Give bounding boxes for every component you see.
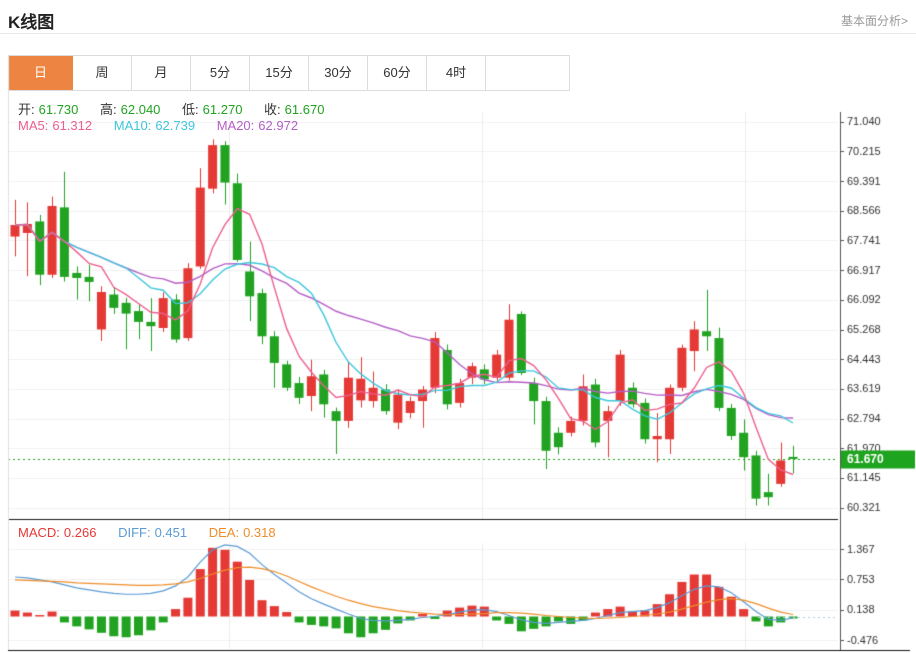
close-value: 61.670 [284, 102, 325, 117]
diff-value: 0.451 [154, 525, 188, 540]
diff-label: DIFF: [118, 525, 151, 540]
ma-legend: MA5: 61.312 MA10: 62.739 MA20: 62.972 [18, 118, 302, 133]
macd-label: MACD: [18, 525, 60, 540]
ma20-label: MA20: [216, 118, 255, 133]
close-label: 收: [264, 102, 281, 117]
macd-legend: MACD: 0.266 DIFF: 0.451 DEA: 0.318 [18, 525, 280, 540]
ma20-value: 62.972 [258, 118, 299, 133]
dea-value: 0.318 [243, 525, 276, 540]
low-label: 低: [182, 102, 199, 117]
low-value: 61.270 [202, 102, 243, 117]
ma5-value: 61.312 [52, 118, 93, 133]
open-label: 开: [18, 102, 35, 117]
ma10-value: 62.739 [155, 118, 196, 133]
ma5-label: MA5: [18, 118, 49, 133]
open-value: 61.730 [38, 102, 79, 117]
macd-value: 0.266 [63, 525, 97, 540]
high-value: 62.040 [120, 102, 161, 117]
ma10-label: MA10: [113, 118, 152, 133]
dea-label: DEA: [208, 525, 240, 540]
ohlc-legend: 开: 61.730 高: 62.040 低: 61.270 收: 61.670 [18, 99, 328, 118]
high-label: 高: [100, 102, 117, 117]
